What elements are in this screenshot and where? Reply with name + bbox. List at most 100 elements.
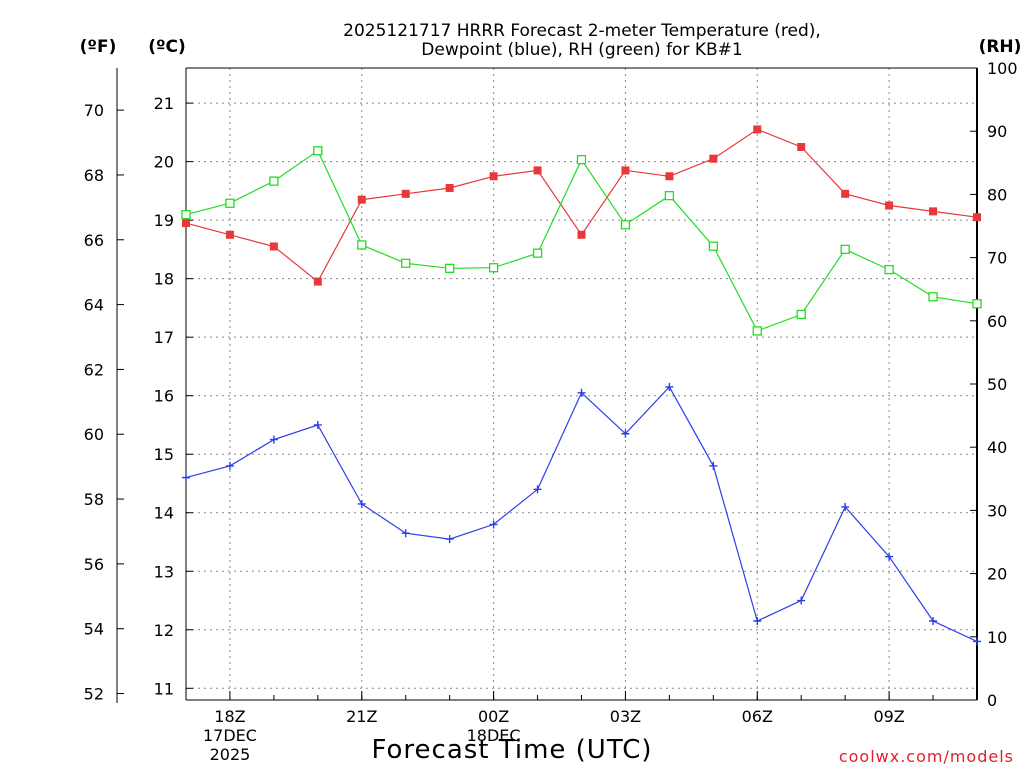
rh-axis-unit: (RH) [979,37,1022,57]
dewpoint-point [929,617,938,625]
dewpoint-point [665,382,674,391]
dewpoint-line [185,385,978,643]
rh-series [181,146,982,336]
dewpoint-point [753,617,762,625]
dewpoint-point [621,429,630,438]
chart-title-line-1: 2025121717 HRRR Forecast 2-meter Tempera… [343,21,821,41]
rh-tick-label: 100 [987,59,1018,78]
temperature-point [841,189,850,198]
fahrenheit-tick-label: 54 [84,620,104,639]
temperature-line [185,128,978,283]
x-tick-label: 09Z [873,707,904,726]
fahrenheit-tick-label: 62 [84,360,104,379]
rh-tick-label: 30 [987,501,1007,520]
series-layer [181,125,982,646]
fahrenheit-tick-label: 56 [84,555,104,574]
rh-tick-label: 70 [987,249,1007,268]
x-axis-title: Forecast Time (UTC) [371,735,652,765]
temperature-point [753,125,762,134]
fahrenheit-tick-label: 68 [84,166,104,185]
celsius-tick-label: 12 [154,621,174,640]
rh-point [928,292,938,302]
rh-point [664,191,675,201]
temperature-point [182,219,190,228]
rh-point [488,263,499,273]
dewpoint-point [489,520,498,529]
temperature-point [929,207,938,216]
rh-tick-label: 50 [987,375,1007,394]
fahrenheit-tick-label: 52 [84,685,104,704]
celsius-tick-label: 19 [154,211,174,230]
temperature-point [489,172,498,181]
rh-point [620,220,631,230]
rh-point [181,209,191,220]
dewpoint-point [533,485,542,494]
fahrenheit-tick-label: 60 [84,425,104,444]
x-tick-label: 18Z [214,707,245,726]
temperature-series [182,125,981,286]
rh-point [752,326,762,336]
rh-axis: 0 10 20 30 40 50 60 70 80 90 100 [970,59,1018,710]
celsius-tick-label: 17 [154,328,174,347]
x-tick-year: 2025 [210,745,251,764]
temperature-point [577,230,586,239]
rh-point [401,258,411,268]
temperature-point [973,213,981,222]
rh-line [185,149,978,332]
dewpoint-point [973,637,981,646]
chart-title: 2025121717 HRRR Forecast 2-meter Tempera… [343,21,821,60]
dewpoint-point [577,388,586,397]
dewpoint-point [709,461,718,470]
x-tick-label: 00Z [478,707,509,726]
chart-title-line-2: Dewpoint (blue), RH (green) for KB#1 [421,40,742,60]
temperature-point [533,166,542,175]
temperature-point [313,277,322,286]
temperature-point [665,172,674,181]
temperature-point [269,242,278,251]
celsius-axis-unit: (ºC) [148,37,186,57]
dewpoint-point [797,596,806,605]
x-tick-date: 18DEC [467,726,521,745]
rh-point [576,154,587,165]
rh-point [972,299,982,309]
credit-text: coolwx.com/models [839,747,1014,766]
dewpoint-point [841,502,850,511]
rh-tick-label: 0 [987,691,997,710]
rh-tick-label: 80 [987,185,1007,204]
fahrenheit-tick-label: 58 [84,490,104,509]
rh-tick-label: 60 [987,312,1007,331]
dewpoint-point [313,420,322,429]
dewpoint-point [269,435,278,444]
celsius-tick-label: 13 [154,562,174,581]
rh-point [269,176,279,186]
temperature-point [621,166,630,175]
x-tick-label: 06Z [742,707,773,726]
temperature-point [797,143,806,151]
celsius-tick-label: 11 [154,679,174,698]
celsius-tick-label: 21 [154,94,174,113]
fahrenheit-tick-label: 64 [84,296,104,315]
celsius-tick-label: 14 [154,504,174,523]
fahrenheit-axis-unit: (ºF) [80,37,117,57]
dewpoint-point [885,552,894,561]
dewpoint-point [225,461,234,470]
celsius-axis: 11 12 13 14 15 16 17 18 19 20 21 [154,94,193,698]
dewpoint-point [401,529,410,538]
dewpoint-point [182,473,190,482]
x-tick-label: 03Z [610,707,641,726]
fahrenheit-axis: 52 54 56 58 60 62 64 66 68 70 [84,68,124,704]
temperature-point [357,195,366,204]
dewpoint-point [445,535,454,544]
rh-point [445,263,455,273]
rh-point [840,244,850,255]
rh-point [225,198,235,208]
x-tick-date: 17DEC [203,726,257,745]
celsius-tick-label: 20 [154,153,174,172]
dewpoint-point [357,499,366,508]
rh-tick-label: 40 [987,438,1007,457]
rh-tick-label: 90 [987,122,1007,141]
rh-point [532,248,543,258]
temperature-point [401,189,410,198]
